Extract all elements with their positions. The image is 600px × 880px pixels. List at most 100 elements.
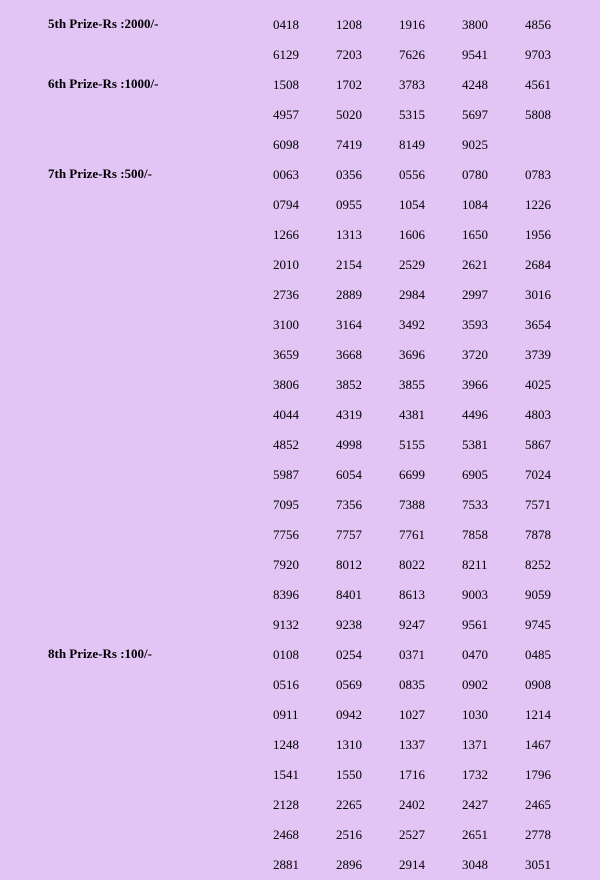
prize-number: 8401 [336,580,399,610]
prize-number: 1027 [399,700,462,730]
prize-number: 2896 [336,850,399,880]
prize-number: 9247 [399,610,462,640]
prize-number: 4561 [525,70,588,100]
prize-number: 1214 [525,700,588,730]
prize-number: 5987 [273,460,336,490]
prize-number: 1550 [336,760,399,790]
prize-number: 3668 [336,340,399,370]
prize-number: 0556 [399,160,462,190]
prize-number: 3048 [462,850,525,880]
prize-number: 4803 [525,400,588,430]
prize-number: 3051 [525,850,588,880]
prize-number: 2914 [399,850,462,880]
prize-number: 0955 [336,190,399,220]
prize-number: 1796 [525,760,588,790]
prize-number: 3016 [525,280,588,310]
prize-number: 7356 [336,490,399,520]
prize-number: 1208 [336,10,399,40]
prize-label: 7th Prize-Rs :500/- [48,160,273,182]
prize-number: 3659 [273,340,336,370]
prize-number: 9003 [462,580,525,610]
prize-number: 4852 [273,430,336,460]
prize-number: 3164 [336,310,399,340]
prize-number: 1248 [273,730,336,760]
prize-number: 4381 [399,400,462,430]
prize-number: 3855 [399,370,462,400]
prize-number: 9238 [336,610,399,640]
prize-number: 0908 [525,670,588,700]
prize-number: 1702 [336,70,399,100]
prize-number: 1313 [336,220,399,250]
prize-number: 8149 [399,130,462,160]
prize-number: 4319 [336,400,399,430]
prize-number: 2997 [462,280,525,310]
prize-number: 7761 [399,520,462,550]
prize-number: 2265 [336,790,399,820]
prize-number: 7920 [273,550,336,580]
prize-numbers: 0108025403710470048505160569083509020908… [273,640,600,880]
prize-number: 8252 [525,550,588,580]
prize-number: 4998 [336,430,399,460]
prize-number: 0783 [525,160,588,190]
prize-number: 2465 [525,790,588,820]
prize-number: 2427 [462,790,525,820]
lottery-results: 5th Prize-Rs :2000/-04181208191638004856… [0,10,600,880]
prize-number: 2984 [399,280,462,310]
prize-number: 5020 [336,100,399,130]
prize-number: 1508 [273,70,336,100]
prize-number: 4248 [462,70,525,100]
prize-section: 5th Prize-Rs :2000/-04181208191638004856… [0,10,600,70]
prize-number: 0780 [462,160,525,190]
prize-number: 3783 [399,70,462,100]
prize-number: 2527 [399,820,462,850]
prize-number: 4496 [462,400,525,430]
prize-number: 9059 [525,580,588,610]
prize-number: 3492 [399,310,462,340]
prize-number: 0063 [273,160,336,190]
prize-number: 7626 [399,40,462,70]
prize-number: 0254 [336,640,399,670]
prize-number: 8012 [336,550,399,580]
prize-number: 5697 [462,100,525,130]
prize-number: 7533 [462,490,525,520]
prize-number: 1732 [462,760,525,790]
prize-section: 6th Prize-Rs :1000/-15081702378342484561… [0,70,600,160]
prize-numbers: 0418120819163800485661297203762695419703 [273,10,600,70]
prize-number: 0902 [462,670,525,700]
prize-number: 2468 [273,820,336,850]
prize-label: 8th Prize-Rs :100/- [48,640,273,662]
prize-number: 1266 [273,220,336,250]
prize-number: 0485 [525,640,588,670]
prize-number: 3852 [336,370,399,400]
prize-number: 8211 [462,550,525,580]
prize-number: 5867 [525,430,588,460]
prize-number: 7095 [273,490,336,520]
prize-number: 0470 [462,640,525,670]
prize-number: 1650 [462,220,525,250]
prize-number: 1606 [399,220,462,250]
prize-number: 4957 [273,100,336,130]
prize-number: 8613 [399,580,462,610]
prize-number: 7757 [336,520,399,550]
prize-number: 0356 [336,160,399,190]
prize-number: 1467 [525,730,588,760]
prize-number: 4856 [525,10,588,40]
prize-number: 1371 [462,730,525,760]
prize-number: 0942 [336,700,399,730]
prize-number: 3720 [462,340,525,370]
prize-number: 3806 [273,370,336,400]
prize-number: 7858 [462,520,525,550]
prize-number: 0516 [273,670,336,700]
prize-number: 3739 [525,340,588,370]
prize-number: 6905 [462,460,525,490]
prize-number: 6699 [399,460,462,490]
prize-number: 4025 [525,370,588,400]
prize-number: 1054 [399,190,462,220]
prize-number: 2684 [525,250,588,280]
prize-number: 3966 [462,370,525,400]
prize-number: 1541 [273,760,336,790]
prize-number: 1030 [462,700,525,730]
prize-number: 6054 [336,460,399,490]
prize-number: 7203 [336,40,399,70]
prize-number: 1310 [336,730,399,760]
